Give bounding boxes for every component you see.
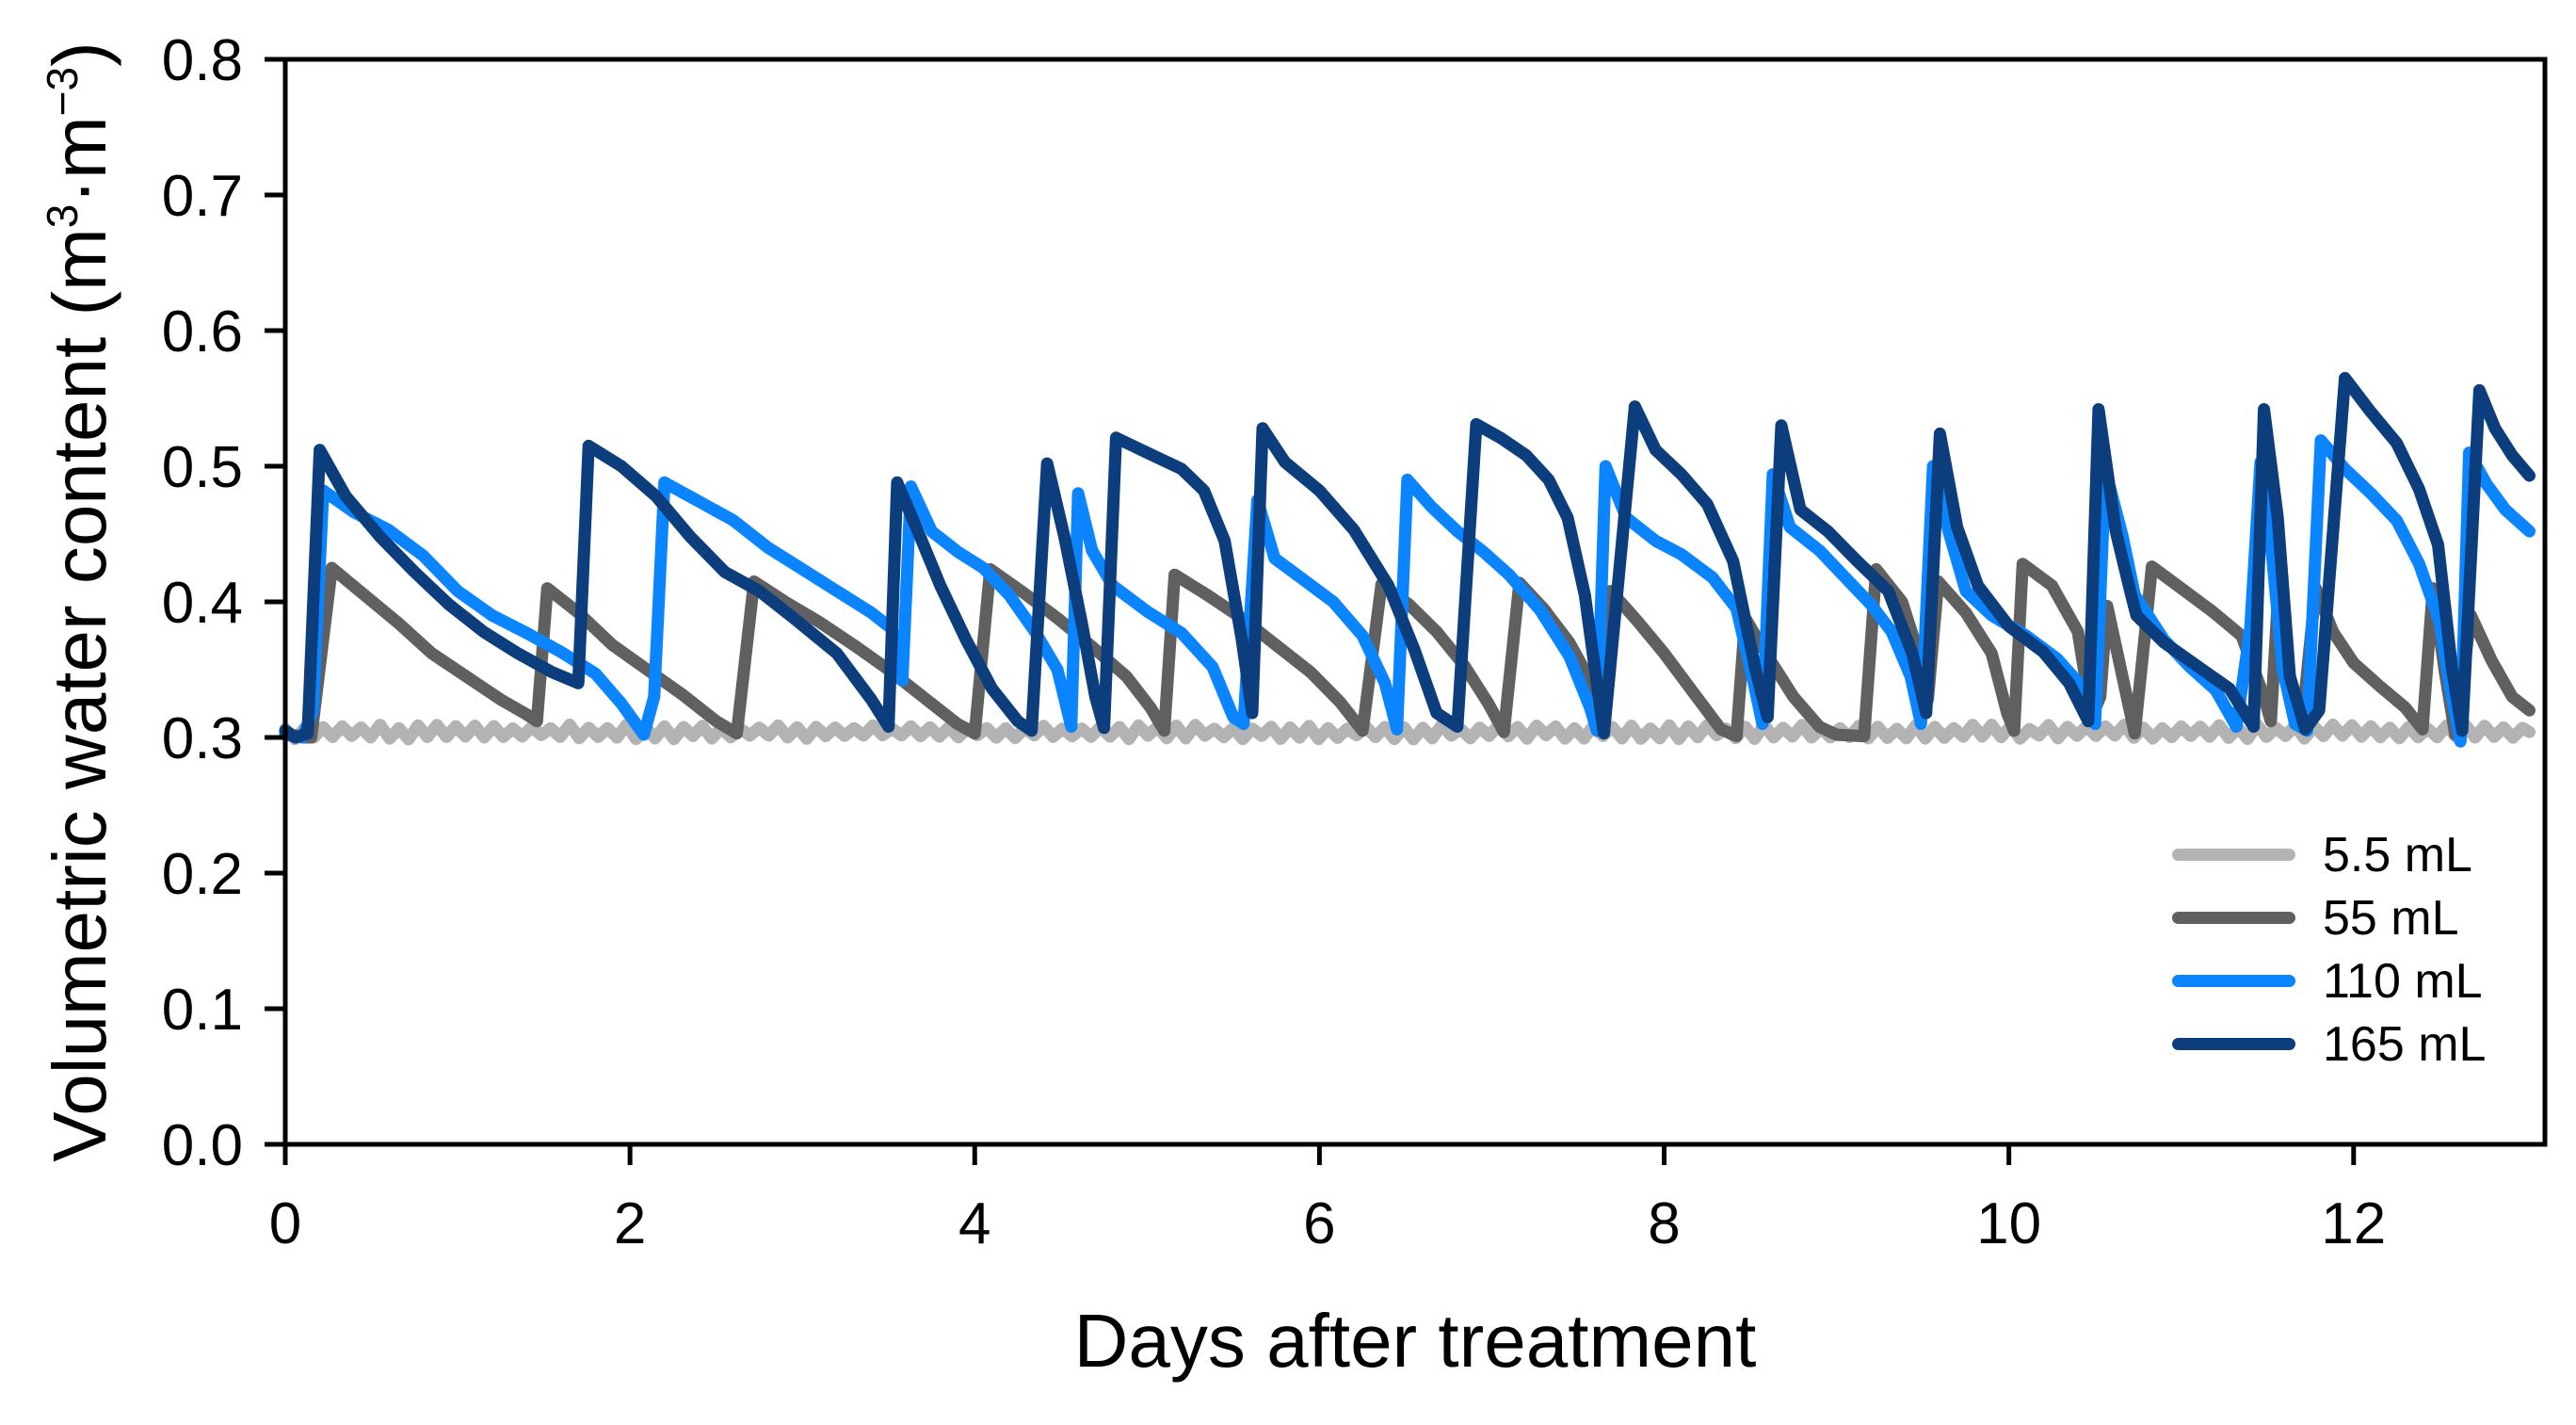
legend-row-110-ml: 110 mL (2172, 949, 2486, 1012)
legend: 5.5 mL 55 mL 110 mL 165 mL (2172, 823, 2486, 1076)
y-tick-label: 0.2 (162, 842, 243, 907)
x-tick-label: 12 (2321, 1191, 2386, 1256)
y-axis-title-sup1: 3 (38, 203, 87, 229)
y-axis-title-sup2: −3 (38, 66, 87, 117)
x-tick-label: 8 (1648, 1191, 1680, 1256)
legend-label-55-ml: 55 mL (2323, 890, 2459, 946)
y-axis-title-main: Volumetric water content (m (38, 228, 121, 1162)
legend-swatch-110-ml (2172, 975, 2295, 987)
y-tick-label: 0.0 (162, 1113, 243, 1178)
x-tick-label: 0 (269, 1191, 301, 1256)
x-tick-label: 2 (614, 1191, 646, 1256)
x-tick-label: 4 (958, 1191, 990, 1256)
y-tick-label: 0.5 (162, 435, 243, 500)
series-line-110-ml (279, 434, 2536, 748)
legend-swatch-55-ml (2172, 912, 2295, 924)
x-tick-label: 10 (1976, 1191, 2041, 1256)
y-axis-title: Volumetric water content (m3·m−3) (10, 0, 121, 1204)
series-line-165-ml (279, 371, 2536, 744)
legend-row-55-ml: 55 mL (2172, 886, 2486, 949)
y-tick-label: 0.3 (162, 706, 243, 771)
legend-label-110-ml: 110 mL (2323, 953, 2483, 1009)
x-axis-title: Days after treatment (1073, 1299, 1757, 1383)
series-line-5-5-ml (279, 719, 2536, 746)
x-tick-label: 6 (1303, 1191, 1335, 1256)
legend-swatch-5-5-ml (2172, 849, 2295, 861)
y-axis-title-close: ) (38, 41, 121, 67)
y-tick-label: 0.7 (162, 164, 243, 229)
y-tick-label: 0.1 (162, 978, 243, 1043)
legend-label-5-5-ml: 5.5 mL (2323, 827, 2472, 883)
legend-row-165-ml: 165 mL (2172, 1012, 2486, 1076)
legend-swatch-165-ml (2172, 1038, 2295, 1050)
y-axis-title-mid: ·m (38, 116, 121, 204)
y-tick-label: 0.6 (162, 300, 243, 364)
legend-row-5-5-ml: 5.5 mL (2172, 823, 2486, 886)
legend-label-165-ml: 165 mL (2323, 1016, 2487, 1072)
y-tick-label: 0.8 (162, 28, 243, 93)
y-tick-label: 0.4 (162, 571, 243, 636)
